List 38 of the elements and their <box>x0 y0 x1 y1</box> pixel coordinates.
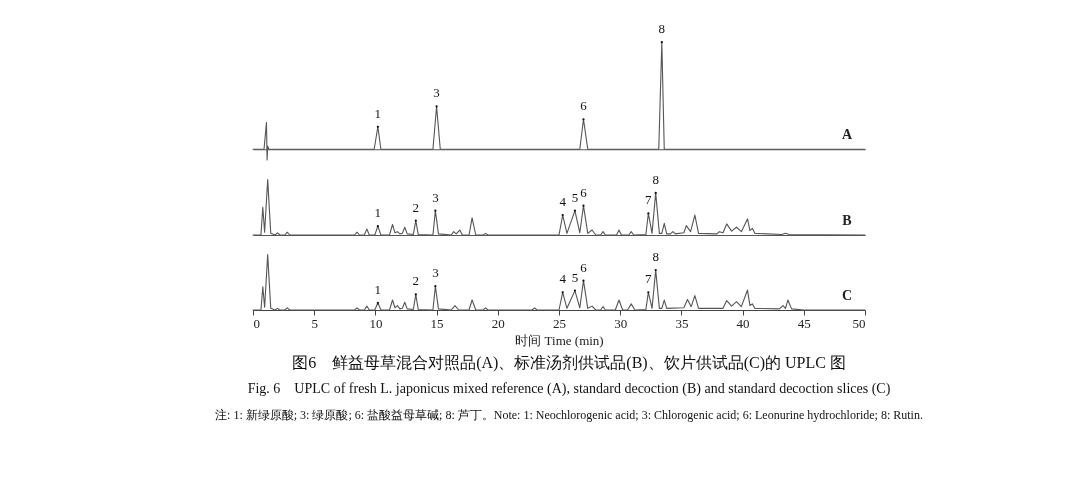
annotation: 6 <box>580 98 588 114</box>
annotation: 8 <box>652 249 659 265</box>
x-tick-label: 5 <box>311 315 318 331</box>
annotation: 3 <box>432 189 439 205</box>
annotation: 5 <box>571 269 579 285</box>
text: 注: 1: 新绿原酸; 3: 绿原酸; 6: 盐酸益母草碱; 8: 芦丁。Note: 1: Neochlorogenic acid; 3: Chlorogenic acid; 6: Leonurine hydrochloride; 8: Rutin. <box>215 408 923 422</box>
x-axis-title: 时间 Time (min) <box>515 332 604 348</box>
annotation: 6 <box>580 184 588 200</box>
series-label: C <box>841 288 853 303</box>
annotation: 1 <box>374 205 382 221</box>
annotation: 5 <box>571 189 579 205</box>
x-tick-label: 35 <box>675 315 689 331</box>
series-label: B <box>842 213 852 228</box>
annotation: 7 <box>645 192 653 208</box>
annotation: 6 <box>580 259 588 275</box>
annotation: 7 <box>645 271 653 287</box>
annotation: 2 <box>412 273 420 289</box>
annotation: 4 <box>559 271 567 287</box>
annotation: 2 <box>412 199 420 215</box>
annotation: 8 <box>658 21 666 37</box>
annotation: 8 <box>652 171 659 187</box>
caption: Fig. 6 UPLC of fresh L. japonicus mixed reference (A), standard decoction (B) and standard decoction slices (C) <box>247 381 891 397</box>
x-tick-label: 15 <box>430 315 444 331</box>
x-tick-label: 10 <box>369 315 383 331</box>
annotation: 1 <box>374 105 382 121</box>
caption: 图6 鲜益母草混合对照品(A)、标准汤剂供试品(B)、饮片供试品(C)的 UPLC 图 <box>292 354 846 372</box>
series-label: A <box>841 127 853 143</box>
x-tick-label: 50 <box>852 315 866 331</box>
x-tick-label: 40 <box>736 315 750 331</box>
x-tick-label: 25 <box>553 315 566 331</box>
x-tick-label: 30 <box>614 315 628 331</box>
annotation: 4 <box>559 194 567 210</box>
annotation: 3 <box>433 85 440 101</box>
annotation: 1 <box>374 281 382 297</box>
x-tick-label: 45 <box>797 315 811 331</box>
x-tick-label: 20 <box>491 315 505 331</box>
annotation: 3 <box>432 265 439 281</box>
x-tick-label: 0 <box>253 315 260 331</box>
